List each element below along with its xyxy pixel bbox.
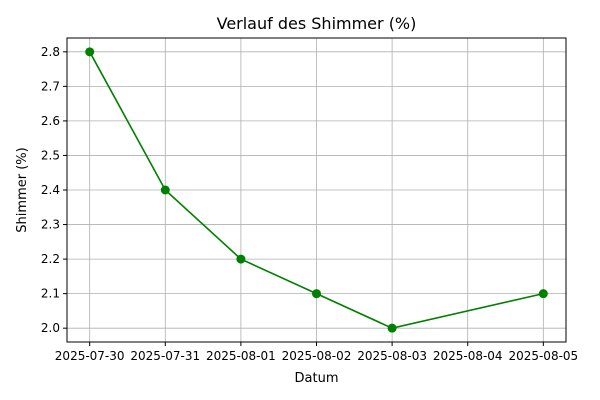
series-line <box>88 51 544 330</box>
y-tick-label: 2.0 <box>41 321 60 335</box>
y-tick-label: 2.2 <box>41 252 60 266</box>
data-point <box>236 254 246 264</box>
y-tick-label: 2.6 <box>41 114 60 128</box>
y-tick-label: 2.8 <box>41 45 60 59</box>
y-tick-label: 2.4 <box>41 183 60 197</box>
y-tick-label: 2.5 <box>41 148 60 162</box>
data-point <box>312 289 321 299</box>
x-axis-label: Datum <box>295 371 339 386</box>
y-tick-label: 2.3 <box>41 218 60 232</box>
x-tick-label: 2025-08-02 <box>282 349 352 363</box>
y-axis-label: Shimmer (%) <box>15 147 30 232</box>
x-tick-label: 2025-08-04 <box>433 349 503 363</box>
ticks-layer: 2025-07-30 2025-07-31 2025-08-01 2025-08-02… <box>41 45 578 363</box>
data-point <box>85 47 95 57</box>
y-tick-label: 2.7 <box>41 79 60 93</box>
data-point <box>387 323 397 333</box>
data-point <box>538 289 548 299</box>
data-point <box>160 185 170 195</box>
x-tick-label: 2025-07-30 <box>55 349 125 363</box>
x-tick-label: 2025-08-01 <box>206 349 276 363</box>
y-tick-label: 2.1 <box>41 287 60 301</box>
x-tick-label: 2025-08-05 <box>508 349 578 363</box>
chart-title: Verlauf des Shimmer (%) <box>217 14 417 33</box>
series-layer <box>85 47 548 333</box>
x-tick-label: 2025-08-03 <box>357 349 427 363</box>
grid-layer <box>67 38 566 342</box>
x-tick-label: 2025-07-31 <box>130 349 200 363</box>
